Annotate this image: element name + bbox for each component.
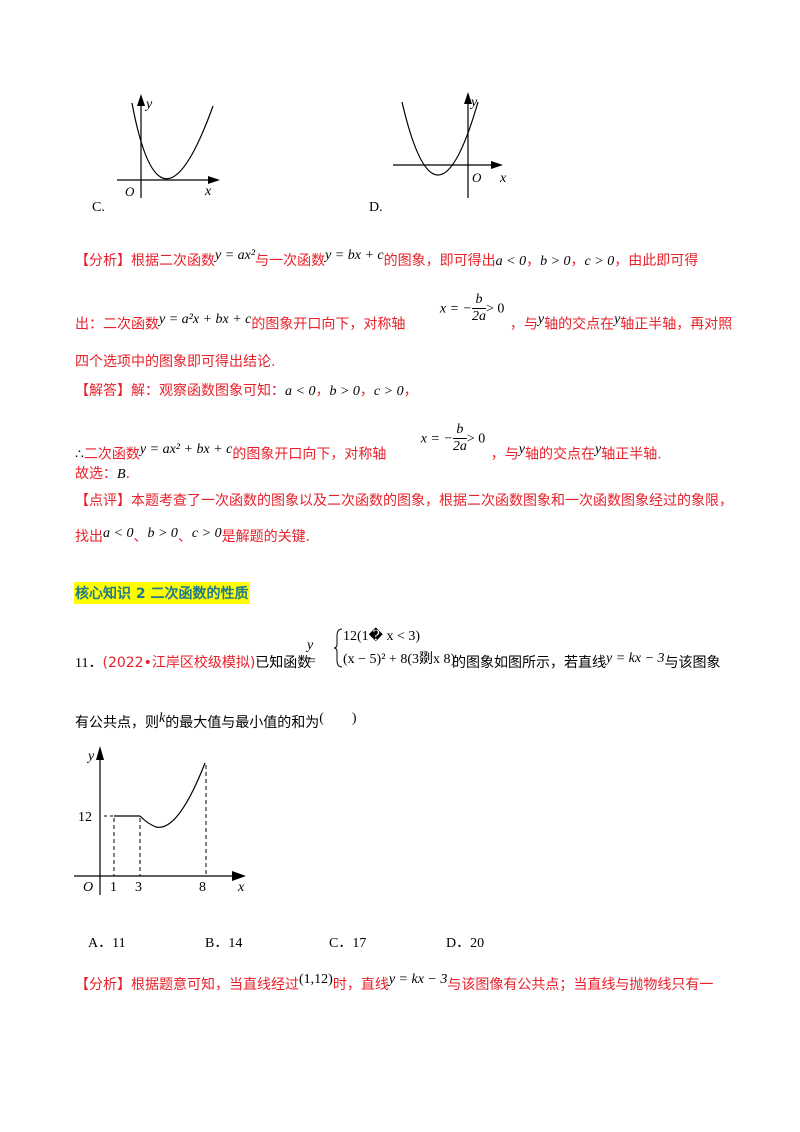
origin-label: O bbox=[83, 880, 93, 895]
symmetry-axis-formula: x = − b 2a > 0 bbox=[439, 292, 505, 324]
analysis-tag: 【分析】 bbox=[75, 977, 131, 993]
answer-blank: ( ) bbox=[319, 711, 357, 726]
answer-paragraph-line2: ∴二次函数y = ax² + bx + c的图象开口向下，对称轴 x = − b 2… bbox=[75, 422, 662, 463]
origin-label: O bbox=[125, 184, 135, 199]
option-d[interactable]: D．20 bbox=[446, 936, 485, 951]
x-axis-label: x bbox=[237, 880, 245, 895]
y-tick-12: 12 bbox=[78, 810, 92, 825]
y-axis-label: y bbox=[144, 97, 153, 112]
option-b[interactable]: B．14 bbox=[205, 936, 243, 951]
piecewise-function-graph: y 12 O 1 3 8 x bbox=[74, 746, 246, 895]
analysis-paragraph-1-line3: 四个选项中的图象即可得出结论. bbox=[75, 354, 276, 370]
x-axis-label: x bbox=[204, 184, 212, 199]
answer-tag: 【解答】 bbox=[75, 383, 131, 399]
symmetry-axis-formula: x = − b 2a > 0 bbox=[420, 422, 486, 454]
x-axis-label: x bbox=[499, 171, 507, 186]
question-11-line2: 有公共点，则k的最大值与最小值的和为( ) bbox=[75, 711, 357, 731]
x-tick-3: 3 bbox=[135, 880, 142, 895]
option-d-label: D. bbox=[369, 200, 383, 215]
origin-label: O bbox=[472, 170, 482, 185]
comment-tag: 【点评】 bbox=[75, 493, 131, 509]
comment-paragraph: 【点评】本题考查了一次函数的图象以及二次函数的图象，根据二次函数图象和一次函数图… bbox=[75, 493, 733, 509]
question-source: (2022•江岸区校级模拟) bbox=[102, 655, 256, 671]
analysis-tag: 【分析】 bbox=[75, 253, 131, 269]
comment-paragraph-line2: 找出a < 0、b > 0、c > 0是解题的关键. bbox=[75, 526, 311, 545]
answer-paragraph: 【解答】解：观察函数图象可知：a < 0，b > 0，c > 0， bbox=[75, 383, 418, 399]
analysis-paragraph-2: 【分析】根据题意可知，当直线经过(1,12)时，直线y = kx − 3与该图像… bbox=[75, 972, 714, 993]
y-axis-label: y bbox=[86, 749, 95, 764]
x-tick-8: 8 bbox=[199, 880, 206, 895]
case-2: (x − 5)² + 8(3剟x 8) bbox=[343, 652, 456, 667]
x-tick-1: 1 bbox=[110, 880, 117, 895]
analysis-paragraph-1: 【分析】根据二次函数y = ax²与一次函数y = bx + c的图象，即可得出… bbox=[75, 248, 699, 269]
case-1: 12(1� x < 3) bbox=[343, 629, 421, 644]
question-11: 11．(2022•江岸区校级模拟)已知函数 bbox=[75, 655, 312, 671]
brace-icon bbox=[333, 628, 343, 668]
question-11-continued: 的图象如图所示，若直线y = kx − 3与该图象 bbox=[452, 651, 721, 671]
option-c-label: C. bbox=[92, 200, 105, 215]
option-a[interactable]: A．11 bbox=[88, 936, 126, 951]
answer-choice-line: 故选：B. bbox=[75, 466, 131, 482]
question-number: 11． bbox=[75, 656, 103, 671]
graph-option-d: y O x bbox=[393, 92, 507, 198]
section-heading: 核心知识 2 二次函数的性质 bbox=[74, 582, 250, 604]
graph-option-c: y O x bbox=[117, 94, 220, 199]
option-c[interactable]: C．17 bbox=[329, 936, 367, 951]
y-axis-label: y bbox=[469, 95, 478, 110]
analysis-paragraph-1-line2: 出：二次函数y = a²x + bx + c的图象开口向下，对称轴 x = − b… bbox=[75, 292, 733, 333]
